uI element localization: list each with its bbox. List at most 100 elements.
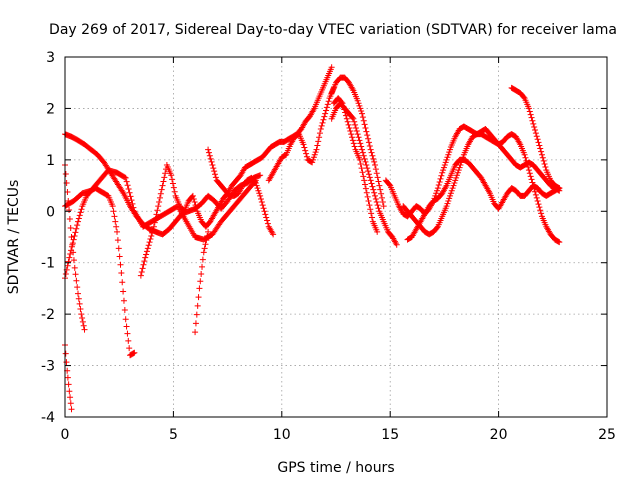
data-point	[448, 187, 455, 194]
data-point	[375, 178, 382, 185]
data-point	[143, 248, 150, 255]
data-point	[321, 113, 328, 120]
data-point	[262, 211, 269, 218]
data-point	[363, 189, 370, 196]
y-tick-label: -2	[41, 307, 55, 323]
data-point	[199, 256, 206, 263]
data-point	[438, 172, 445, 179]
data-point	[363, 128, 370, 135]
data-point	[210, 165, 217, 172]
data-point	[80, 322, 87, 329]
data-point	[125, 186, 132, 192]
data-point	[520, 94, 527, 101]
data-point	[458, 159, 465, 166]
data-point	[440, 167, 447, 174]
data-point	[535, 201, 542, 208]
data-point	[315, 138, 322, 145]
data-point	[112, 218, 119, 225]
data-point	[145, 242, 152, 249]
data-point	[192, 202, 199, 209]
data-point	[434, 187, 441, 194]
data-point	[197, 278, 204, 285]
data-point	[131, 349, 138, 356]
data-point	[365, 168, 372, 175]
data-point	[128, 197, 135, 204]
data-point	[66, 216, 73, 222]
data-point	[347, 128, 354, 135]
data-point	[205, 228, 212, 235]
data-point	[320, 116, 327, 123]
data-point	[322, 110, 329, 117]
data-point	[130, 350, 137, 357]
data-point	[156, 194, 163, 201]
data-point	[323, 107, 330, 114]
data-point	[200, 249, 207, 256]
data-point	[525, 167, 532, 174]
data-point	[359, 110, 366, 117]
data-point	[534, 198, 541, 204]
data-point	[328, 64, 335, 71]
data-point	[430, 198, 437, 204]
data-point	[363, 162, 370, 168]
data-point	[303, 153, 310, 160]
data-point	[537, 207, 544, 214]
data-point	[67, 250, 74, 257]
data-point	[323, 104, 330, 111]
data-point	[169, 176, 176, 183]
data-point	[443, 156, 450, 163]
data-point	[530, 182, 537, 189]
data-point	[71, 264, 78, 271]
data-point	[380, 203, 387, 210]
data-point	[366, 174, 373, 181]
data-point	[78, 311, 85, 318]
data-point	[460, 154, 467, 161]
data-point	[199, 263, 206, 270]
data-point	[555, 238, 562, 245]
data-point	[120, 288, 127, 295]
data-point	[127, 193, 134, 200]
data-point	[356, 102, 363, 109]
data-point	[351, 118, 358, 125]
data-point	[446, 149, 453, 156]
data-point	[431, 195, 438, 202]
data-point	[359, 149, 366, 156]
data-point	[368, 149, 375, 156]
data-point	[370, 186, 377, 193]
data-point	[316, 130, 323, 137]
data-point	[364, 165, 371, 172]
data-point	[314, 142, 321, 149]
data-point	[155, 203, 162, 210]
data-point	[359, 169, 366, 176]
data-point	[159, 182, 166, 189]
data-point	[170, 184, 177, 191]
data-point	[444, 154, 451, 161]
data-point	[368, 180, 375, 187]
data-point	[302, 147, 309, 154]
data-point	[364, 132, 371, 139]
data-point	[75, 218, 82, 225]
data-point	[77, 209, 84, 216]
data-point	[372, 192, 379, 199]
data-point	[77, 306, 84, 312]
data-point	[528, 114, 535, 121]
data-point	[263, 214, 270, 221]
data-point	[349, 137, 356, 144]
data-point	[125, 337, 132, 344]
data-point	[434, 185, 441, 192]
data-point	[141, 258, 148, 265]
axis-ticks: 0 5 10 15 20 25 -4 -3 -2 -1 0 1 2 3	[41, 50, 616, 443]
data-point	[114, 228, 121, 235]
data-point	[345, 121, 352, 128]
data-point	[130, 204, 137, 211]
data-point	[455, 167, 462, 174]
data-point	[189, 192, 196, 199]
data-point	[368, 210, 375, 217]
data-point	[362, 181, 369, 188]
data-point	[301, 144, 308, 151]
data-point	[192, 329, 199, 336]
data-point	[344, 118, 351, 125]
data-point	[444, 200, 451, 207]
data-point	[555, 184, 562, 191]
data-point	[300, 141, 307, 148]
data-point	[153, 211, 160, 218]
